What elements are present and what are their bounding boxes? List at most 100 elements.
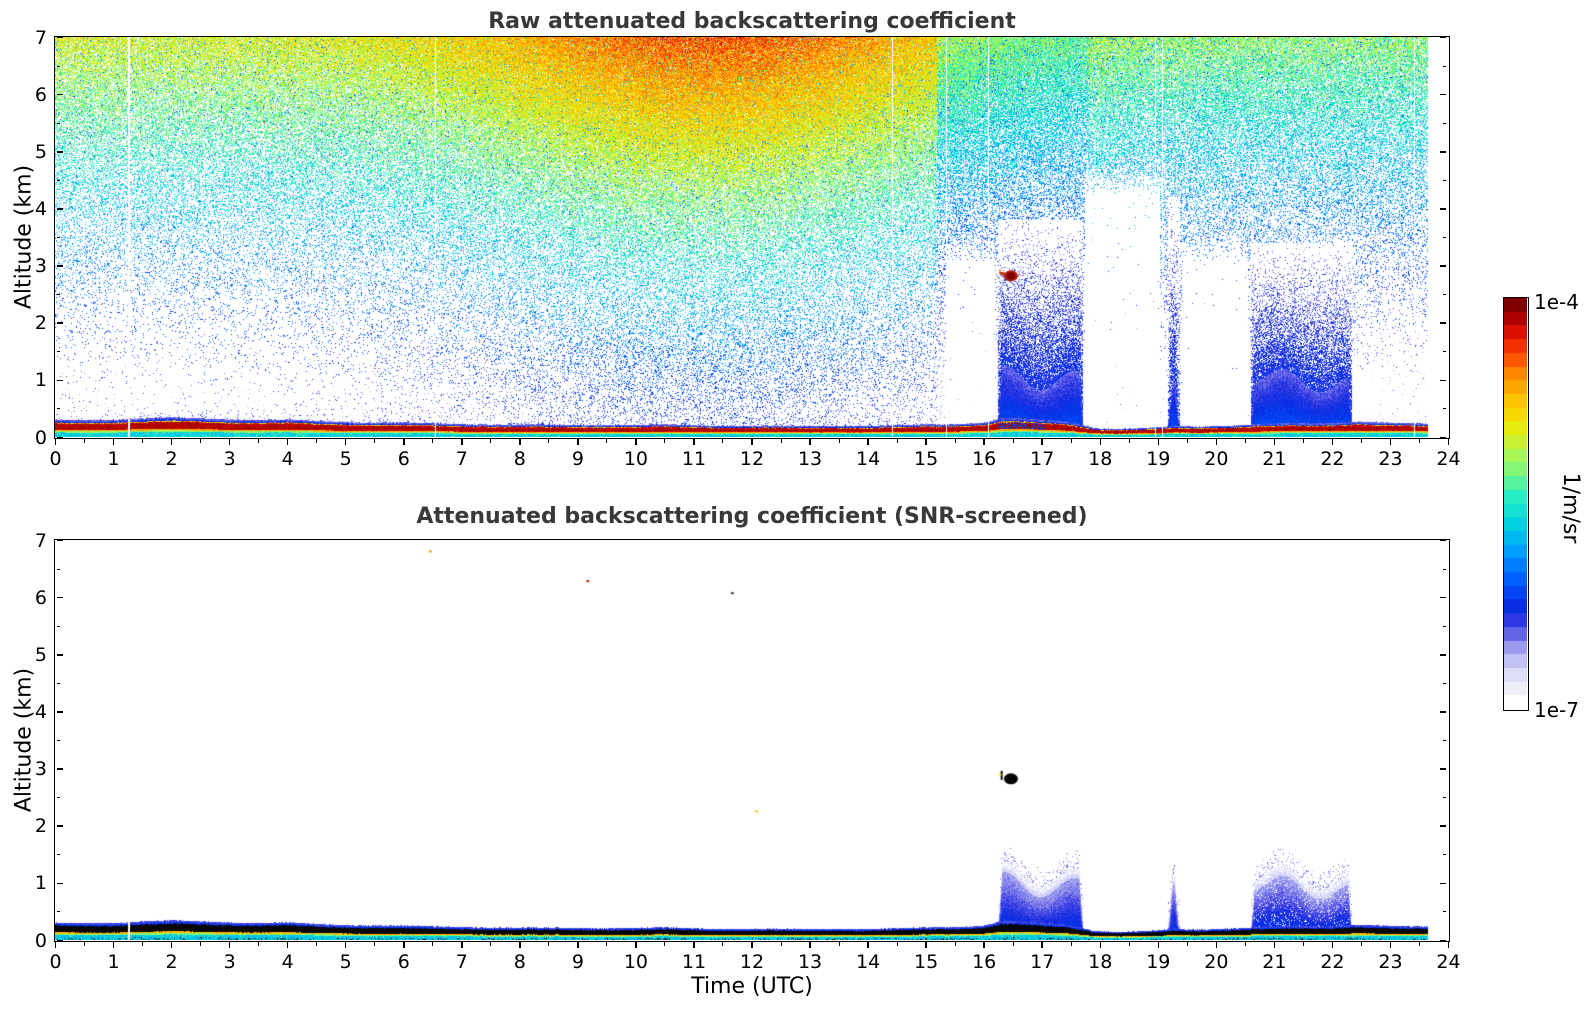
x-minor-tick [1360,942,1362,946]
x-tick-label: 19 [1146,447,1171,470]
y-major-tick-right [1440,151,1446,153]
x-major-tick [1215,942,1218,948]
x-minor-tick [490,942,492,946]
x-major-tick [170,942,173,948]
y-major-tick [56,882,63,885]
x-tick-label: 23 [1378,447,1403,470]
x-major-tick [54,439,57,445]
x-minor-tick [258,942,260,946]
x-tick-label: 18 [1088,950,1113,973]
y-major-tick [56,596,63,599]
y-tick-label: 4 [34,197,47,220]
x-major-tick [1157,942,1160,948]
x-tick-label: 17 [1030,950,1055,973]
x-minor-tick [1418,942,1420,946]
x-minor-tick [896,439,898,443]
x-minor-tick [1244,942,1246,946]
y-major-tick-right [1440,654,1446,656]
y-minor-tick-right [1442,351,1446,353]
y-minor-tick-right [1442,65,1446,67]
x-minor-tick [1012,439,1014,443]
y-major-tick [56,265,63,267]
x-tick-label: 9 [571,950,584,973]
x-major-tick [286,439,289,445]
x-tick-label: 1 [107,950,120,973]
x-tick-label: 6 [397,447,410,470]
x-tick-label: 12 [739,950,765,973]
x-major-tick [983,439,985,445]
screened-panel-plot-area [54,539,1450,942]
y-tick-label: 1 [34,872,47,895]
y-major-tick [56,208,63,210]
screened-panel-title: Attenuated backscattering coefficient (S… [416,504,1088,529]
x-tick-label: 21 [1262,447,1287,470]
x-major-tick [809,439,811,445]
x-major-tick [112,942,115,948]
x-tick-label: 10 [623,950,648,973]
x-tick-label: 17 [1030,447,1055,470]
x-major-tick [1041,942,1043,948]
y-major-tick-right [1440,596,1446,599]
x-tick-label: 2 [165,950,178,973]
y-minor-tick [56,294,60,296]
x-major-tick [635,439,637,445]
x-major-tick [519,439,521,445]
x-axis-label: Time (UTC) [691,974,813,999]
x-major-tick [577,942,579,948]
y-minor-tick [56,237,60,238]
x-minor-tick [432,942,434,946]
x-tick-label: 14 [855,950,881,973]
x-minor-tick [1186,942,1188,946]
x-minor-tick [896,942,898,946]
x-tick-label: 23 [1378,950,1403,973]
y-tick-label: 4 [34,700,47,723]
x-major-tick [577,439,579,445]
raw-panel-title: Raw attenuated backscattering coefficien… [488,9,1016,34]
x-minor-tick [722,942,724,946]
y-minor-tick-right [1442,179,1446,181]
x-major-tick [344,942,347,948]
y-minor-tick-right [1442,682,1446,684]
y-tick-label: 0 [34,426,47,449]
x-major-tick [925,439,927,445]
x-minor-tick [954,942,956,946]
x-tick-label: 21 [1262,950,1287,973]
x-tick-label: 24 [1436,447,1461,470]
x-minor-tick [664,439,666,443]
x-major-tick [1273,439,1276,445]
x-minor-tick [142,942,144,946]
y-major-tick [56,322,63,324]
x-major-tick [403,942,405,948]
x-tick-label: 5 [339,447,352,470]
x-tick-label: 7 [455,950,468,973]
x-tick-label: 1 [107,447,120,470]
x-minor-tick [780,439,782,443]
y-minor-tick [56,122,60,124]
y-minor-tick [56,408,60,410]
x-major-tick [693,439,695,445]
x-minor-tick [84,942,86,946]
y-minor-tick-right [1442,237,1446,238]
x-major-tick [228,942,231,948]
x-minor-tick [606,439,608,443]
y-tick-label: 6 [34,83,47,106]
y-major-tick-right [1440,539,1446,542]
y-major-tick [56,539,63,542]
x-tick-label: 4 [281,447,294,470]
x-tick-label: 4 [281,950,294,973]
x-tick-label: 5 [339,950,352,973]
raw-y-axis-label: Altitude (km) [11,164,37,310]
y-minor-tick [56,351,60,353]
y-major-tick-right [1440,208,1446,210]
x-tick-label: 6 [397,950,410,973]
x-major-tick [1389,439,1392,445]
y-major-tick [56,436,63,439]
y-major-tick-right [1440,436,1446,439]
y-minor-tick-right [1442,408,1446,410]
x-minor-tick [1302,439,1304,443]
x-major-tick [1041,439,1043,445]
x-major-tick [751,439,753,445]
y-major-tick [56,93,63,96]
y-tick-label: 5 [34,643,47,666]
